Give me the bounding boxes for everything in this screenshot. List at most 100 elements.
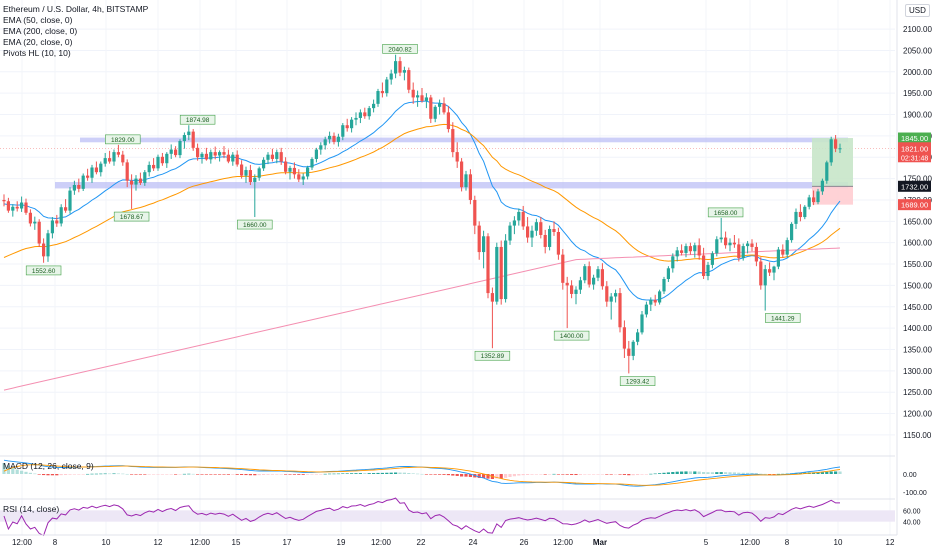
macd-histogram-bar: [358, 473, 362, 474]
candle-body: [653, 299, 657, 303]
candle-body: [438, 103, 442, 107]
y-tick-label: 1300.00: [903, 367, 932, 376]
macd-histogram-bar: [816, 472, 820, 474]
macd-histogram-bar: [433, 474, 437, 475]
macd-histogram-bar: [702, 471, 706, 474]
pivot-labels: 1552.60 1829.00 1874.98 1678.67 1660.00 2040.…: [25, 44, 801, 386]
resistance-zone: [80, 137, 848, 143]
candle-body: [200, 153, 204, 158]
candle-body: [222, 152, 226, 155]
resistance-zones: [0, 137, 895, 189]
candle-body: [336, 136, 340, 142]
chart-grid: [0, 0, 895, 535]
candle-body: [741, 246, 745, 259]
candle-body: [737, 244, 741, 259]
x-tick-label: 12:00: [371, 538, 392, 547]
macd-histogram-bar: [592, 474, 596, 475]
macd-histogram-bar: [834, 471, 838, 474]
y-tick-label: 2100.00: [903, 25, 932, 34]
macd-histogram-bar: [398, 472, 402, 474]
currency-button[interactable]: USD: [905, 4, 930, 17]
macd-histogram-bar: [759, 473, 763, 475]
candle-body: [688, 246, 692, 252]
candle-body: [768, 269, 772, 273]
candle-body: [33, 221, 37, 224]
macd-histogram-bar: [288, 474, 292, 475]
candle-body: [570, 285, 574, 294]
x-tick-label: 15: [232, 538, 241, 547]
macd-histogram-bar: [653, 473, 657, 475]
candle-body: [275, 152, 279, 159]
macd-histogram-bar: [226, 474, 230, 475]
macd-histogram-bar: [134, 474, 138, 475]
symbol-title[interactable]: Ethereum / U.S. Dollar, 4h, BITSTAMP: [3, 4, 149, 14]
candle-body: [473, 199, 477, 226]
pivot-label-box: [707, 207, 744, 218]
macd-histogram-bar: [121, 473, 125, 475]
candle-body: [178, 141, 182, 156]
macd-histogram-bar: [235, 474, 239, 475]
candle-body: [482, 236, 486, 253]
candle-body: [191, 131, 195, 148]
candle-body: [108, 158, 112, 162]
macd-histogram-bar: [363, 473, 367, 474]
candle-body: [376, 91, 380, 104]
macd-histogram-bar: [275, 474, 279, 475]
time-axis[interactable]: 12:00 8 10 12 12:00 15 17 19 12:00 22 24 26 12:00 Mar…: [0, 534, 897, 547]
candle-body: [552, 229, 556, 232]
macd-histogram-bar: [191, 473, 195, 475]
y-tick-label: 1750.00: [903, 175, 932, 184]
indicator-ema50[interactable]: EMA (50, close, 0): [3, 15, 73, 25]
x-tick-label: 12:00: [553, 538, 574, 547]
candle-body: [693, 245, 697, 252]
indicator-pivots[interactable]: Pivots HL (10, 10): [3, 48, 71, 58]
pivot-label: 1552.60: [32, 268, 56, 275]
macd-histogram-bar: [499, 474, 503, 479]
macd-histogram-bar: [42, 474, 46, 476]
candle-body: [218, 152, 222, 156]
macd-histogram-bar: [596, 474, 600, 475]
candle-body: [534, 222, 538, 231]
y-tick-label: 1650.00: [903, 217, 932, 226]
x-tick-label: 8: [53, 538, 58, 547]
macd-histogram-bar: [675, 471, 679, 474]
ema20-line: [3, 100, 841, 301]
macd-histogram-bar: [512, 474, 516, 477]
macd-label[interactable]: MACD (12, 26, close, 9): [3, 461, 94, 471]
price-axis[interactable]: 1150.00 1200.00 1250.00 1300.00 1350.00 1400.…: [896, 0, 932, 535]
candle-body: [816, 191, 820, 203]
macd-histogram-bar: [504, 474, 508, 478]
candle-body: [332, 135, 336, 142]
macd-histogram-bar: [262, 474, 266, 475]
candle-body: [526, 226, 530, 238]
macd-histogram-bar: [798, 472, 802, 474]
candle-body: [231, 154, 235, 162]
macd-histogram-bar: [112, 473, 116, 475]
macd-histogram-bar: [59, 474, 63, 476]
candle-body: [807, 197, 811, 207]
macd-histogram-bar: [323, 473, 327, 475]
candle-body: [776, 249, 780, 267]
indicator-ema200[interactable]: EMA (200, close, 0): [3, 26, 78, 36]
candle-body: [592, 277, 596, 285]
candle-body: [6, 201, 10, 211]
macd-histogram-bar: [429, 474, 433, 475]
macd-histogram-bar: [28, 472, 32, 474]
candle-body: [429, 97, 433, 119]
macd-histogram-bar: [336, 473, 340, 475]
candle-body: [328, 135, 332, 140]
rsi-tick: 40.00: [903, 520, 921, 527]
macd-histogram-bar: [147, 474, 151, 475]
rsi-label[interactable]: RSI (14, close): [3, 504, 60, 514]
macd-histogram-bar: [138, 474, 142, 475]
macd-histogram-bar: [310, 474, 314, 475]
candle-body: [284, 161, 288, 172]
macd-histogram-bar: [609, 474, 613, 475]
indicator-ema20[interactable]: EMA (20, close, 0): [3, 37, 73, 47]
x-tick-label: 5: [704, 538, 709, 547]
candle-body: [728, 242, 732, 246]
candle-body: [446, 112, 450, 130]
candle-body: [548, 229, 552, 247]
candle-body: [486, 236, 490, 294]
